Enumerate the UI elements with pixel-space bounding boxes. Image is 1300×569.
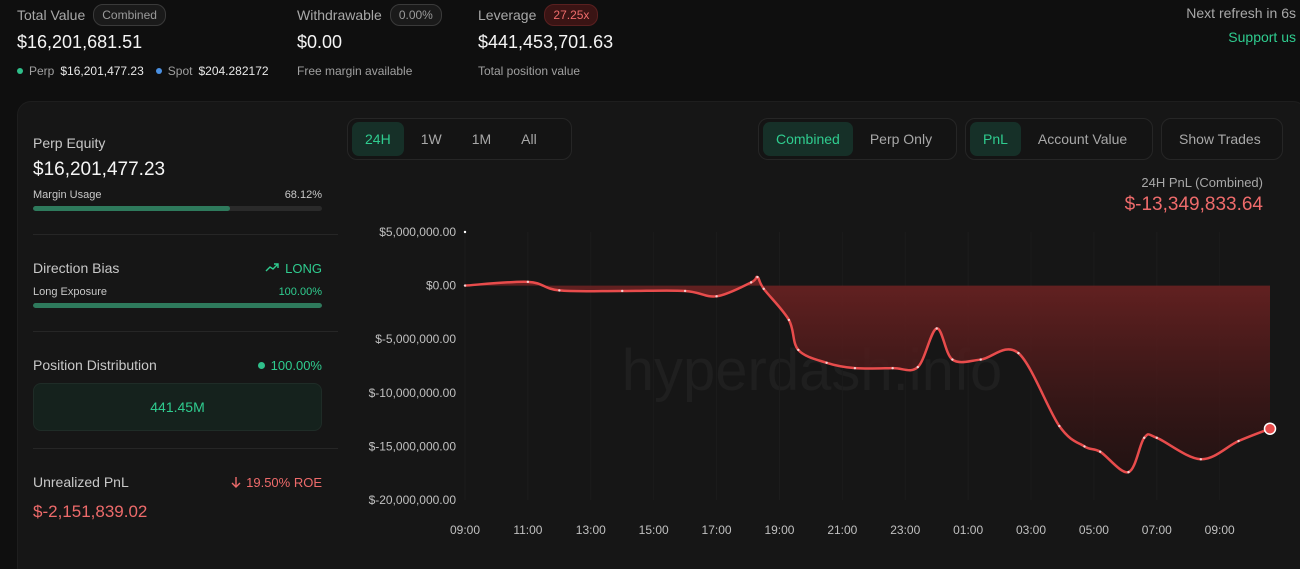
total-value-breakdown: Perp $16,201,477.23 Spot $204.282172 [17, 64, 275, 78]
position-distribution-value: 100.00% [270, 357, 322, 373]
range-selector: 24H 1W 1M All [347, 118, 572, 160]
roe-value: 19.50% ROE [246, 474, 322, 490]
show-trades-button[interactable]: Show Trades [1179, 131, 1261, 147]
total-value-stat: Total Value Combined $16,201,681.51 Perp… [17, 4, 275, 78]
margin-usage-value: 68.12% [284, 189, 322, 201]
divider [33, 234, 338, 235]
unrealized-pnl-value: $-2,151,839.02 [33, 502, 148, 521]
perp-equity-section: Perp Equity $16,201,477.23 Margin Usage … [33, 135, 322, 211]
chart-title: 24H PnL (Combined) [1141, 175, 1263, 190]
combined-chip: Combined [93, 4, 166, 26]
leverage-chip: 27.25x [544, 4, 599, 26]
mode-selector: Combined Perp Only [758, 118, 957, 160]
distribution-section: Position Distribution 100.00% 441.45M [33, 357, 322, 431]
range-all[interactable]: All [521, 131, 537, 147]
direction-section: Direction Bias LONG Long Exposure 100.00… [33, 260, 322, 308]
withdrawable-stat: Withdrawable 0.00% $0.00 Free margin ava… [297, 4, 442, 78]
show-trades-toggle: Show Trades [1161, 118, 1283, 160]
position-size-box[interactable]: 441.45M [33, 383, 322, 431]
withdrawable-chip: 0.00% [389, 4, 442, 26]
spot-label: Spot [167, 64, 193, 78]
range-1w[interactable]: 1W [420, 131, 442, 147]
range-1m[interactable]: 1M [471, 131, 492, 147]
long-exposure-bar [33, 303, 322, 308]
mode-perp-only[interactable]: Perp Only [869, 131, 933, 147]
direction-bias-value: LONG [285, 260, 322, 276]
support-link[interactable]: Support us [1228, 29, 1296, 45]
perp-value: $16,201,477.23 [60, 64, 144, 78]
perp-equity-label: Perp Equity [33, 135, 106, 151]
mode-combined[interactable]: Combined [763, 122, 853, 156]
long-exposure-fill [33, 303, 322, 308]
total-value-label: Total Value [17, 7, 86, 23]
withdrawable-label: Withdrawable [297, 7, 382, 23]
range-24h[interactable]: 24H [352, 122, 404, 156]
leverage-stat: Leverage 27.25x $441,453,701.63 Total po… [478, 4, 613, 78]
position-distribution-label: Position Distribution [33, 357, 157, 373]
long-exposure-value: 100.00% [278, 286, 322, 298]
direction-bias-label: Direction Bias [33, 260, 120, 276]
perp-equity-value: $16,201,477.23 [33, 159, 166, 180]
spot-value: $204.282172 [198, 64, 269, 78]
distribution-dot-icon [257, 361, 265, 369]
leverage-label: Leverage [478, 7, 537, 23]
margin-usage-bar [33, 206, 322, 211]
perp-dot-icon [17, 68, 23, 74]
unrealized-pnl-label: Unrealized PnL [33, 474, 129, 490]
arrow-down-icon [231, 477, 241, 488]
spot-dot-icon [155, 68, 162, 74]
margin-usage-label: Margin Usage [33, 189, 102, 201]
account-summary: Total Value Combined $16,201,681.51 Perp… [0, 0, 1300, 95]
leverage-value: $441,453,701.63 [478, 32, 614, 52]
margin-usage-fill [33, 206, 230, 211]
withdrawable-value: $0.00 [297, 32, 343, 52]
long-exposure-label: Long Exposure [33, 286, 107, 298]
perp-label: Perp [29, 64, 55, 78]
metric-pnl[interactable]: PnL [970, 122, 1021, 156]
metric-account-value[interactable]: Account Value [1037, 131, 1128, 147]
chart-pnl-value: $-13,349,833.64 [1124, 194, 1263, 215]
divider [33, 448, 338, 449]
divider [33, 331, 338, 332]
trending-up-icon [265, 263, 279, 272]
withdrawable-sub: Free margin available [297, 64, 413, 78]
unrealized-pnl-section: Unrealized PnL 19.50% ROE $-2,151,839.02 [33, 474, 322, 522]
total-value: $16,201,681.51 [17, 32, 143, 52]
refresh-timer: Next refresh in 6s [1186, 5, 1296, 21]
metric-selector: PnL Account Value [965, 118, 1153, 160]
leverage-sub: Total position value [478, 64, 581, 78]
